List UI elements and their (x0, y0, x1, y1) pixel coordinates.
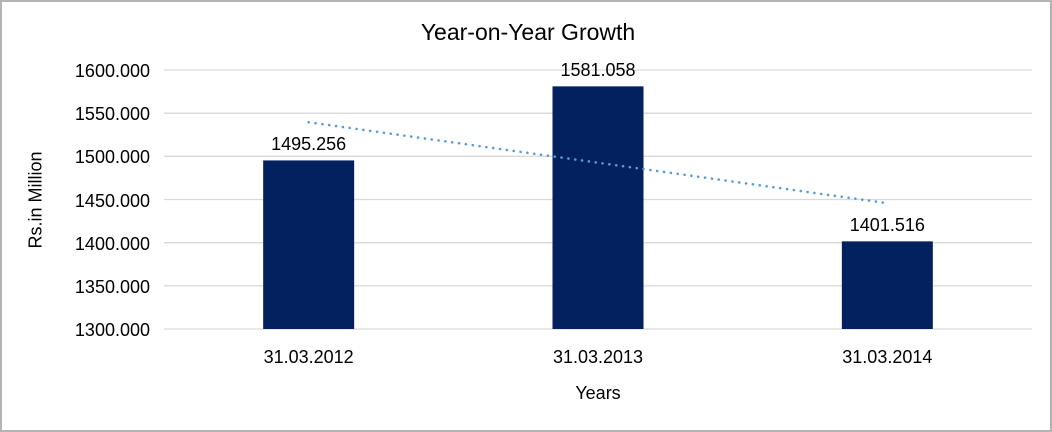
y-tick-label: 1550.000 (74, 104, 150, 125)
trendline (307, 120, 889, 205)
chart-title: Year-on-Year Growth (420, 19, 636, 45)
y-tick-label: 1300.000 (74, 320, 150, 340)
x-category-label: 31.03.2013 (552, 347, 644, 367)
bar-31.03.2012 (263, 160, 355, 329)
bar-value-label: 1495.256 (271, 134, 347, 155)
x-category-label: 31.03.2012 (263, 347, 354, 367)
bar-value-label: 1581.058 (560, 60, 636, 81)
y-tick-label: 1450.000 (74, 190, 150, 211)
y-tick-label: 1350.000 (74, 276, 150, 297)
x-axis-title: Years (575, 383, 621, 403)
y-tick-label: 1600.000 (74, 61, 150, 81)
bar-31.03.2013 (552, 86, 644, 329)
y-tick-label: 1500.000 (74, 147, 150, 168)
y-tick-label: 1400.000 (74, 233, 150, 254)
bar-value-label: 1401.516 (849, 215, 925, 236)
bar-31.03.2014 (841, 241, 933, 329)
x-category-label: 31.03.2014 (842, 347, 933, 367)
